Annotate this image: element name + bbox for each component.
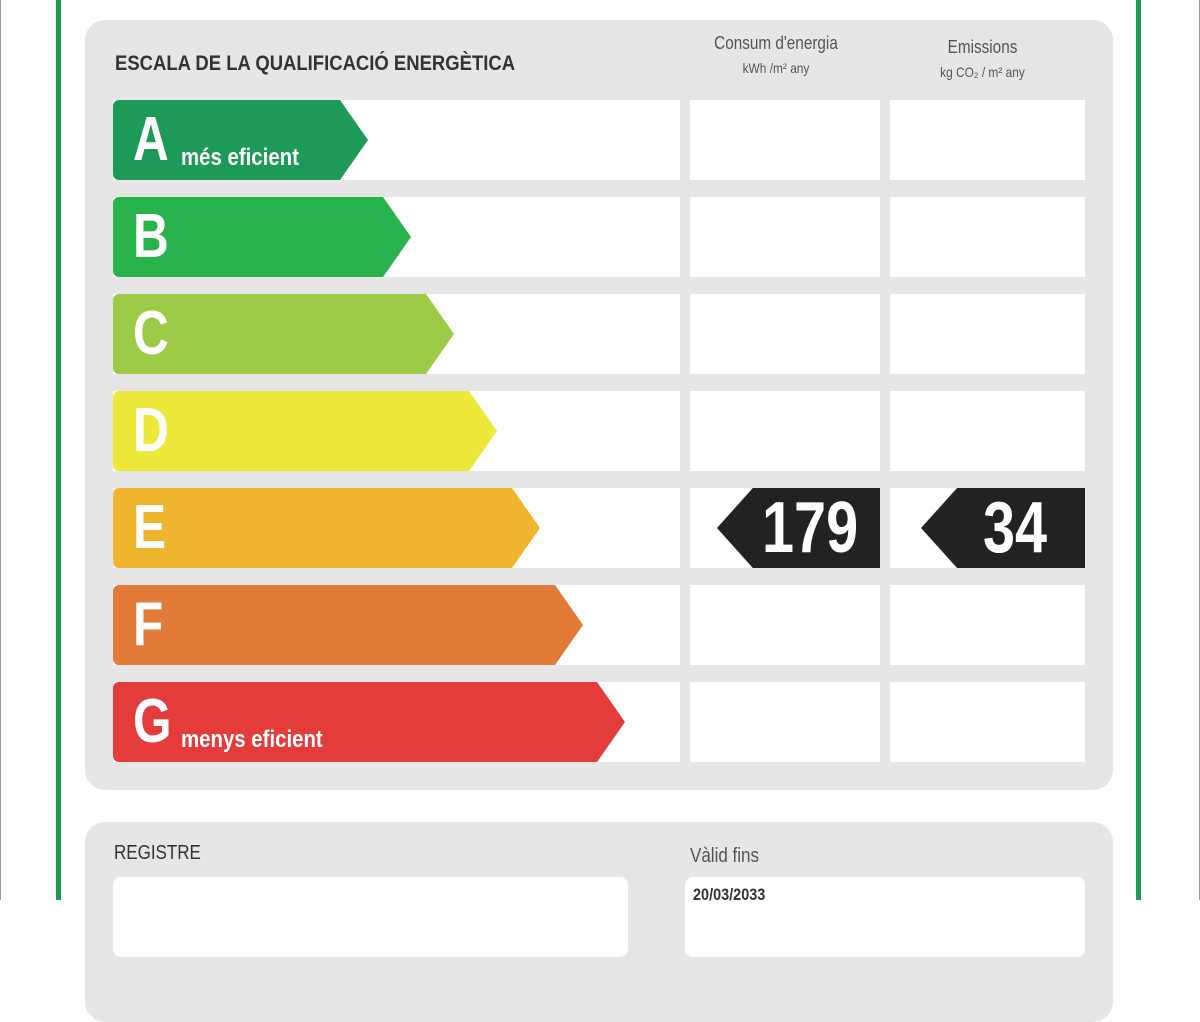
energy-cell: [690, 197, 880, 277]
energy-value: 179: [762, 488, 859, 568]
class-arrow-f: F: [113, 585, 583, 665]
class-sublabel: més eficient: [181, 144, 299, 171]
emissions-unit: kg CO₂ / m² any: [940, 64, 1025, 80]
class-arrow-a: A més eficient: [113, 100, 368, 180]
energy-unit: kWh /m² any: [742, 60, 810, 76]
emissions-rating-badge: 34: [921, 488, 1085, 568]
green-border: [56, 0, 61, 900]
class-letter: B: [133, 202, 169, 271]
valid-date: 20/03/2033: [693, 885, 766, 904]
green-border: [1136, 0, 1141, 900]
class-letter: D: [133, 396, 169, 465]
emissions-column-header: Emissions kg CO₂ / m² any: [904, 37, 1061, 80]
scale-title: ESCALA DE LA QUALIFICACIÓ ENERGÈTICA: [115, 52, 516, 75]
emissions-value: 34: [982, 488, 1048, 568]
energy-cell: [690, 294, 880, 374]
energy-label: Consum d'energia: [714, 33, 838, 53]
emissions-cell: [890, 100, 1085, 180]
emissions-cell: [890, 682, 1085, 762]
registry-field: [113, 877, 628, 957]
class-letter: A: [133, 105, 169, 174]
class-arrow-g: G menys eficient: [113, 682, 625, 762]
class-arrow-e: E: [113, 488, 540, 568]
class-arrow-b: B: [113, 197, 411, 277]
energy-rating-badge: 179: [717, 488, 880, 568]
valid-field: 20/03/2033: [685, 877, 1085, 957]
emissions-label: Emissions: [947, 37, 1018, 57]
energy-column-header: Consum d'energia kWh /m² any: [700, 33, 853, 76]
emissions-cell: [890, 391, 1085, 471]
energy-cell: [690, 391, 880, 471]
registry-label: REGISTRE: [114, 842, 201, 864]
energy-cell: [690, 585, 880, 665]
page-edge: [0, 0, 1, 900]
class-arrow-d: D: [113, 391, 497, 471]
emissions-cell: [890, 197, 1085, 277]
class-letter: G: [133, 687, 172, 756]
energy-cell: [690, 100, 880, 180]
emissions-cell: [890, 294, 1085, 374]
valid-label: Vàlid fins: [690, 845, 759, 867]
class-arrow-c: C: [113, 294, 454, 374]
emissions-cell: [890, 585, 1085, 665]
class-letter: C: [133, 299, 169, 368]
class-sublabel: menys eficient: [181, 726, 323, 753]
energy-cell: [690, 682, 880, 762]
class-letter: F: [133, 590, 164, 659]
class-letter: E: [133, 493, 167, 562]
